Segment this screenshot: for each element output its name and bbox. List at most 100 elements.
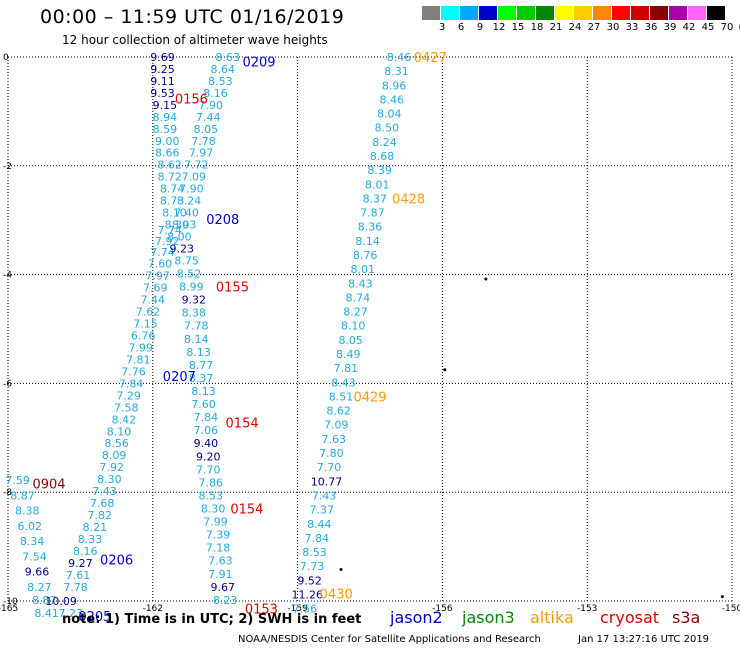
wave-height-value: 7.74 [150,246,175,259]
wave-height-value: 8.14 [184,333,209,346]
wave-height-value: 7.58 [114,401,139,414]
wave-height-value: 7.60 [191,398,216,411]
wave-height-value: 7.99 [203,516,228,529]
wave-height-value: 10.09 [45,595,77,608]
wave-height-value: 8.96 [382,79,407,92]
wave-height-value: 8.74 [160,183,185,196]
wave-height-value: 6.76 [131,330,156,343]
wave-height-value: 9.00 [155,135,180,148]
colorbar-swatch [498,6,517,20]
wave-height-value: 8.68 [370,150,395,163]
colorbar-label: 39 [663,22,677,33]
wave-height-value: 7.84 [305,532,330,545]
wave-height-value: 7.74 [157,224,182,237]
wave-height-value: 8.16 [203,87,228,100]
axis-ticks: -165 -162 -159 -156 -153 -150 0 -2 -4 -6 -8 -10 [0,53,740,614]
wave-height-value: 8.51 [329,390,354,403]
wave-height-value: 8.56 [104,437,129,450]
wave-height-value: 8.31 [384,65,409,78]
wave-height-value: 8.10 [107,425,132,438]
wave-height-value: 8.94 [153,111,178,124]
colorbar-label: 70 [720,22,734,33]
wave-height-value: 7.91 [208,568,233,581]
wave-height-value: 7.09 [324,419,349,432]
wave-height-value: 8.33 [78,533,103,546]
wave-height-value: 8.62 [326,405,351,418]
wave-height-value: 9.52 [297,574,322,587]
wave-height-value: 9.23 [170,242,195,255]
wave-height-value: 9.40 [194,437,219,450]
wave-height-value: 8.73 [160,195,185,208]
wave-height-value: 7.15 [133,318,158,331]
y-tick-label: -8 [3,488,12,498]
colorbar-label: 42 [682,22,696,33]
wave-height-value: 8.42 [112,413,137,426]
wave-height-value: 7.60 [148,258,173,271]
wave-height-value: 8.05 [194,123,219,136]
colorbar-label: 21 [549,22,563,33]
wave-height-value: 8.87 [32,594,57,607]
pass-time-label: 0208 [206,213,239,228]
wave-height-value: 7.29 [116,389,141,402]
colorbar-label: 9 [476,22,484,33]
wave-height-value: 7.23 [58,607,83,620]
wave-height-value: 7.97 [145,270,170,283]
wave-height-value: 8.53 [198,489,223,502]
island-marker [720,595,724,599]
wave-height-value: 8.52 [177,268,202,281]
wave-height-value: 7.09 [182,171,207,184]
colorbar-swatch [707,6,726,20]
wave-height-value: 8.72 [157,171,182,184]
x-tick-label: -153 [577,604,597,614]
wave-height-labels: 7.598.878.386.028.347.549.668.278.878.41… [5,51,411,620]
wave-height-value: 8.10 [162,207,187,220]
wave-height-value: 8.04 [377,108,402,121]
wave-height-value: 7.78 [184,320,209,333]
wave-height-value: 8.46 [379,93,404,106]
wave-height-value: 7.54 [22,550,47,563]
pass-time-label: 0209 [242,55,275,70]
wave-height-value: 8.01 [351,263,376,276]
wave-height-value: 7.80 [319,447,344,460]
colorbar-label: 3 [438,22,446,33]
wave-height-value: 8.43 [331,376,356,389]
colorbar-label: 24 [568,22,582,33]
wave-height-value: 8.27 [343,306,368,319]
wave-height-value: 8.53 [208,75,233,88]
wave-height-value: 9.32 [182,294,207,307]
x-tick-label: -159 [287,604,308,614]
pass-time-label: 0207 [163,370,196,385]
pass-time-label: 0205 [78,610,111,625]
colorbar-swatch [517,6,536,20]
colorbar-swatch [574,6,593,20]
pass-time-label: 0155 [216,281,249,296]
x-tick-label: -156 [432,604,453,614]
colorbar-label: 27 [587,22,601,33]
legend-altika: altika [530,608,574,627]
wave-height-value: 7.90 [179,183,204,196]
colorbar-swatch [612,6,631,20]
island-marker [443,368,447,372]
colorbar-swatch [631,6,650,20]
wave-height-value: 9.27 [68,557,93,570]
colorbar-swatch [555,6,574,20]
wave-height-value: 7.81 [126,353,151,366]
wave-height-value: 8.38 [15,505,40,518]
wave-height-value: 8.01 [365,178,390,191]
wave-height-value: 8.13 [191,385,216,398]
wave-height-value: 7.72 [184,159,209,172]
y-tick-label: -2 [3,162,12,172]
wave-height-value: 8.44 [307,518,332,531]
pass-time-label: 0154 [226,417,259,432]
wave-height-value: 8.46 [387,51,412,64]
pass-time-labels: 0427 0428 0429 0430 0209 0208 0207 0206 0205 0156… [32,51,446,625]
wave-height-value: 9.53 [150,87,175,100]
wave-height-value: 7.92 [100,461,125,474]
x-tick-label: -150 [722,604,740,614]
wave-height-value: 7.70 [196,463,221,476]
x-tick-label: -165 [0,604,18,614]
wave-height-value: 8.36 [358,221,383,234]
wave-height-value: 7.76 [121,365,146,378]
pass-time-label: 0156 [175,92,208,107]
